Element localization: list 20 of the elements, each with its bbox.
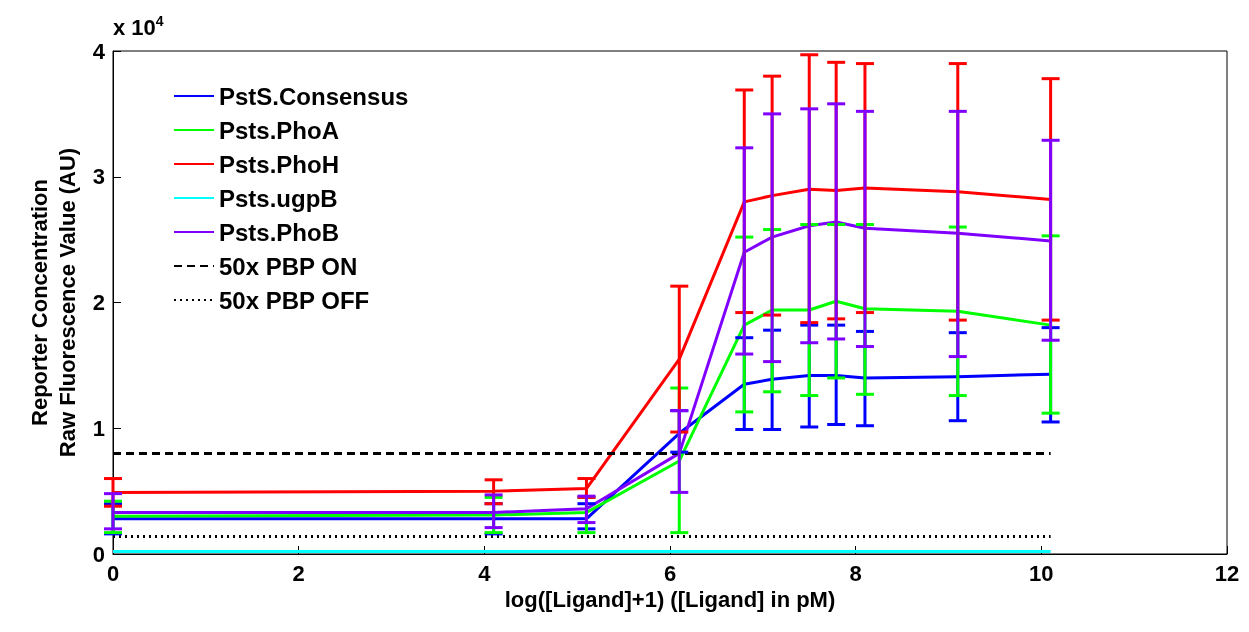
legend-label: Psts.ugpB: [219, 184, 338, 212]
x-tick-label: 12: [1214, 560, 1240, 586]
y-tick-label: 3: [92, 164, 105, 190]
legend-label: PstS.Consensus: [219, 82, 409, 110]
legend-label: Psts.PhoB: [219, 218, 340, 246]
y-tick-label: 0: [92, 541, 105, 567]
legend-label: 50x PBP OFF: [219, 286, 370, 314]
x-tick-label: 10: [1029, 560, 1054, 586]
y-tick-label: 1: [92, 415, 105, 441]
y-tick-label: 2: [92, 290, 105, 315]
y-axis-title: Reporter Concentration Raw Fluorescence Value (AU): [27, 147, 81, 458]
legend-label: Psts.PhoH: [219, 150, 340, 178]
x-tick-label: 8: [849, 560, 862, 586]
x-tick-label: 6: [663, 560, 677, 586]
x-axis-title: log([Ligand]+1) ([Ligand] in pM): [504, 587, 836, 613]
y-tick-label: 4: [92, 38, 106, 64]
legend-label: Psts.PhoA: [219, 116, 340, 144]
x-tick-label: 2: [292, 560, 305, 586]
x-tick-label: 4: [478, 560, 492, 586]
legend-label: 50x PBP ON: [219, 252, 358, 280]
